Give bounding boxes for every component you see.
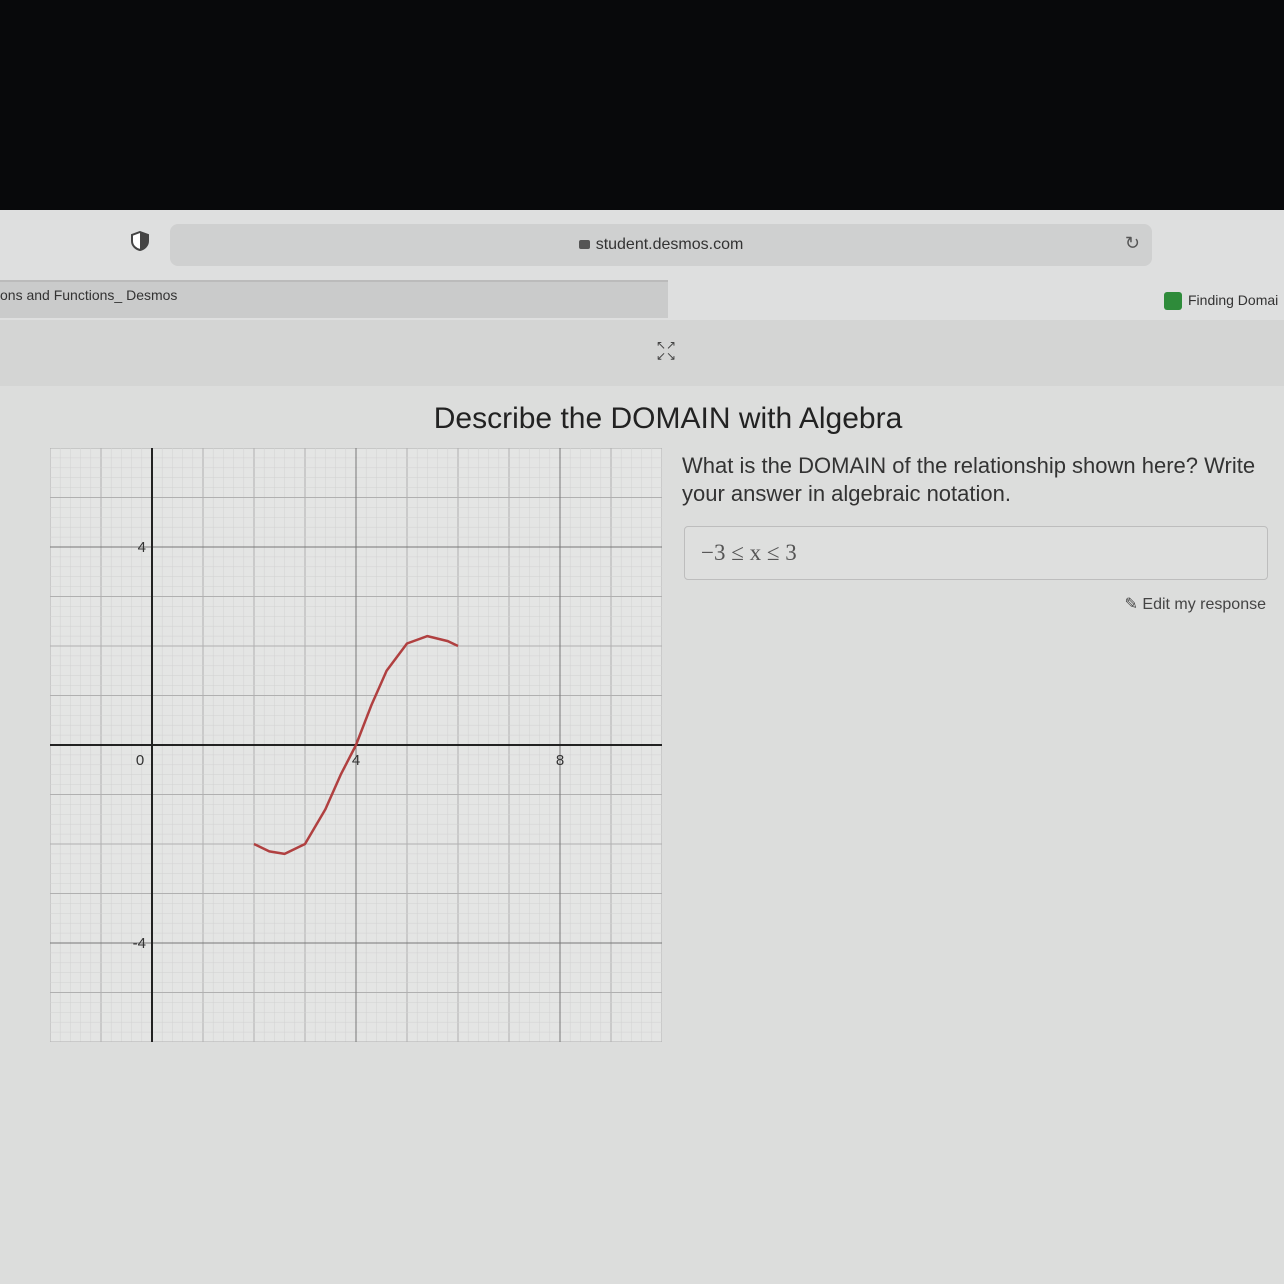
edit-response-link[interactable]: ✎ Edit my response (1125, 594, 1266, 614)
reload-icon[interactable]: ↻ (1124, 233, 1140, 253)
lock-icon (578, 240, 590, 249)
page: ↖↗ ↙↘ Describe the DOMAIN with Algebra 0 4… (0, 320, 1284, 1284)
shield-icon[interactable] (131, 231, 149, 251)
answer-text: −3 ≤ x ≤ 3 (701, 540, 797, 565)
question-text: What is the DOMAIN of the relationship s… (682, 453, 1256, 506)
fullscreen-icon[interactable]: ↖↗ ↙↘ (656, 338, 677, 363)
edit-label: Edit my response (1142, 596, 1266, 613)
address-bar[interactable]: student.desmos.com ↻ (170, 224, 1152, 266)
x-tick-label: 8 (556, 752, 564, 769)
dark-background (0, 0, 1284, 210)
y-tick-label: 4 (138, 539, 146, 556)
graph: 0 4 8 4 -4 (50, 448, 662, 1042)
pencil-icon: ✎ (1124, 596, 1138, 613)
y-tick-label: -4 (133, 935, 146, 952)
url-text: student.desmos.com (595, 236, 744, 253)
x-tick-label: 4 (352, 752, 360, 769)
tab-finding-domain[interactable]: Finding Domai (1164, 292, 1279, 311)
tab-label: Finding Domai (1188, 292, 1279, 308)
desmos-favicon-icon (1164, 292, 1182, 311)
answer-box: −3 ≤ x ≤ 3 (684, 526, 1268, 580)
x-tick-label: 0 (136, 752, 144, 769)
tab-label: ons and Functions_ Desmos (0, 287, 178, 303)
tab-active[interactable]: ons and Functions_ Desmos (0, 280, 668, 318)
activity-toolbar: ↖↗ ↙↘ (0, 320, 1284, 386)
page-title: Describe the DOMAIN with Algebra (433, 402, 903, 435)
function-curve (253, 634, 459, 856)
